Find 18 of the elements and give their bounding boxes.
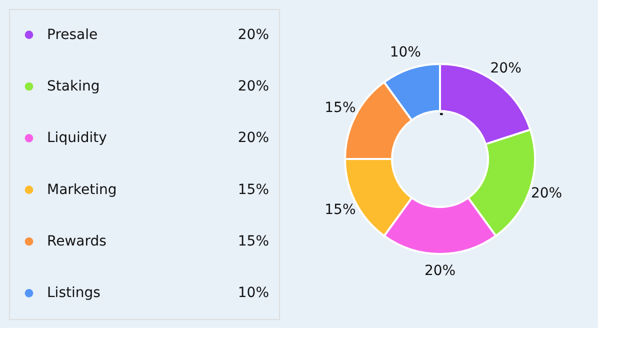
data-label: 20% [424, 263, 456, 279]
legend-label: Marketing [47, 182, 117, 198]
text: 10% [238, 285, 269, 302]
text: 15% [238, 182, 269, 198]
data-label: 15% [324, 202, 356, 218]
text: 20% [238, 78, 269, 94]
data-label: 10% [390, 44, 421, 60]
legend-label: Presale [47, 26, 98, 43]
legend-label: Listings [47, 285, 100, 302]
data-label: 20% [530, 186, 562, 202]
legend-label: Rewards [47, 234, 106, 250]
data-label: 20% [490, 60, 522, 76]
data-label: 15% [324, 100, 356, 116]
legend-label: Liquidity [47, 130, 107, 146]
text: 20% [238, 26, 269, 43]
text: 20% [238, 130, 269, 146]
text: 15% [238, 234, 269, 250]
legend-label: Staking [47, 78, 100, 94]
